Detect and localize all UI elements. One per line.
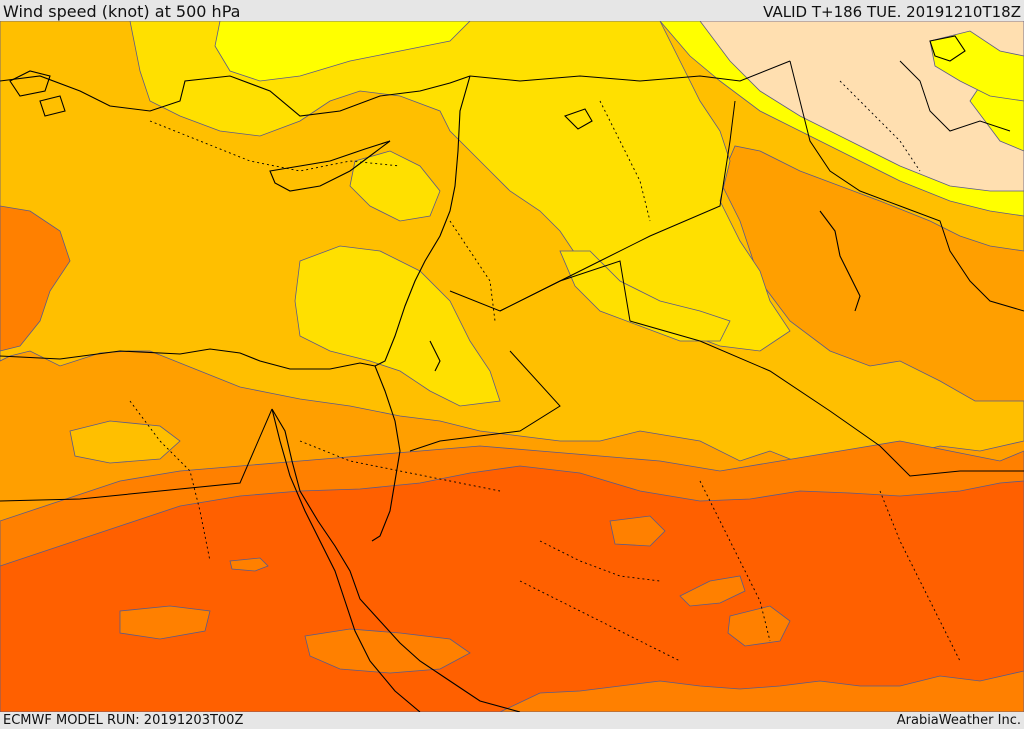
coastlines [0,35,966,712]
band-lt-20-c [929,30,1024,102]
patch-50-60-south-f [229,557,269,572]
band-20-30-c [559,250,731,342]
patch-50-60-south-a [304,628,471,674]
model-run: ECMWF MODEL RUN: 20191203T00Z [3,713,244,728]
patch-50-60-south-b [119,605,211,640]
country-borders [0,60,1024,502]
patch-50-60-south-d [727,605,791,647]
map-title: Wind speed (knot) at 500 hPa [3,2,241,21]
internal-borders [129,80,961,662]
wind-speed-map [0,21,1024,712]
band-20-30-d [349,150,441,222]
header-bar [0,0,1024,21]
credit: ArabiaWeather Inc. [896,713,1021,728]
patch-50-60-south-e [679,575,746,607]
band-20-30-b [294,245,501,407]
band-lt-20-a [214,21,471,82]
footer-bar [0,712,1024,729]
band-60-70 [0,465,1024,712]
patch-50-60-south-c [609,515,666,547]
band-50-60-west [0,205,71,352]
patch-30-40-west [69,420,181,464]
valid-time: VALID T+186 TUE. 20191210T18Z [763,3,1021,21]
